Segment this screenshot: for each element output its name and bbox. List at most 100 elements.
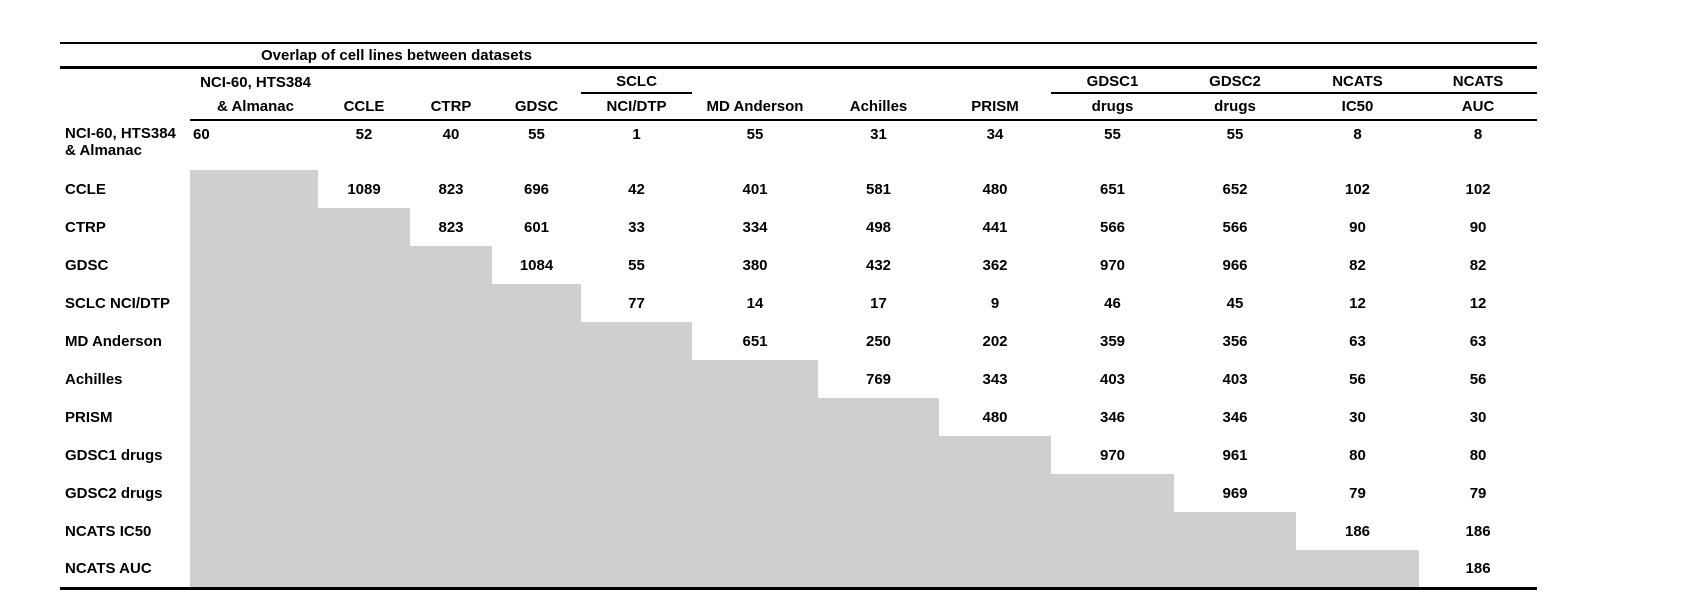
overlap-value-cell: 601: [523, 218, 550, 236]
column-header: GDSC: [492, 93, 581, 121]
column-header: CCLE: [318, 93, 410, 121]
triangle-fill-cell: [190, 170, 318, 208]
triangle-fill-cell: [692, 360, 818, 398]
overlap-value-cell: 42: [628, 180, 645, 198]
triangle-fill-cell: [318, 322, 410, 360]
column-header-row-top: NCI-60, HTS384 SCLC GDSC1 GDSC2 NCATS NCATS: [60, 67, 1538, 94]
overlap-value-cell: 56: [1349, 370, 1366, 388]
overlap-value-cell: 823: [438, 180, 464, 198]
overlap-value-cell: 80: [1349, 446, 1366, 464]
overlap-value-cell: 90: [1349, 218, 1366, 236]
table-title-row: Overlap of cell lines between datasets: [60, 42, 1538, 69]
table-row: Achilles 769 343 403 403 56 56: [60, 360, 1537, 398]
overlap-value-cell: 17: [870, 294, 887, 312]
triangle-fill-cell: [692, 474, 818, 512]
overlap-value-cell: 970: [1099, 446, 1126, 464]
overlap-value-cell: 581: [865, 180, 892, 198]
triangle-fill-cell: [1051, 512, 1174, 550]
overlap-value-cell: 12: [1469, 294, 1487, 312]
column-header-top: [492, 68, 581, 94]
triangle-fill-cell: [318, 550, 410, 590]
overlap-value-cell: 55: [746, 126, 764, 143]
row-label: GDSC: [65, 256, 109, 274]
triangle-fill-cell: [1174, 512, 1296, 550]
triangle-fill-cell: [581, 322, 692, 360]
column-header-row-bottom: & Almanac CCLE CTRP GDSC NCI/DTP MD Anderson A…: [60, 93, 1538, 121]
header-spacer: [60, 68, 190, 94]
column-header-top: GDSC1: [1051, 67, 1174, 94]
triangle-fill-cell: [410, 246, 492, 284]
table-row: GDSC 1084 55 380 432 362 970 966 82 82: [60, 246, 1537, 284]
overlap-value-cell: 480: [982, 408, 1008, 426]
triangle-fill-cell: [492, 512, 581, 550]
triangle-fill-cell: [410, 550, 492, 590]
row-label: Achilles: [65, 370, 123, 388]
overlap-value-cell: 30: [1469, 408, 1487, 426]
overlap-value-cell: 31: [870, 126, 887, 143]
triangle-fill-cell: [190, 512, 318, 550]
triangle-fill-cell: [581, 360, 692, 398]
overlap-value-cell: 55: [1104, 126, 1121, 143]
triangle-fill-cell: [190, 550, 318, 590]
row-label: PRISM: [65, 408, 113, 426]
triangle-fill-cell: [190, 284, 318, 322]
overlap-value-cell: 82: [1469, 256, 1487, 274]
column-header: CTRP: [410, 93, 492, 121]
column-header-top: [692, 68, 818, 94]
overlap-value-cell: 90: [1469, 218, 1487, 236]
row-label: MD Anderson: [65, 332, 162, 350]
triangle-fill-cell: [1174, 550, 1296, 590]
overlap-value-cell: 45: [1226, 294, 1244, 312]
column-header-top: NCATS: [1296, 67, 1419, 94]
triangle-fill-cell: [190, 436, 318, 474]
overlap-value-cell: 432: [865, 256, 892, 274]
overlap-value-cell: 498: [865, 218, 892, 236]
overlap-value-cell: 56: [1469, 370, 1487, 388]
overlap-value-cell: 40: [442, 126, 460, 143]
overlap-value-cell: 380: [742, 256, 768, 274]
overlap-table-container: Overlap of cell lines between datasets N…: [60, 42, 1538, 590]
column-header: Achilles: [818, 93, 939, 121]
triangle-fill-cell: [410, 398, 492, 436]
triangle-fill-cell: [492, 398, 581, 436]
triangle-fill-cell: [318, 436, 410, 474]
triangle-fill-cell: [581, 550, 692, 590]
overlap-value-cell: 46: [1104, 294, 1121, 312]
overlap-value-cell: 403: [1222, 370, 1248, 388]
overlap-value-cell: 30: [1349, 408, 1366, 426]
triangle-fill-cell: [318, 398, 410, 436]
overlap-value-cell: 55: [1226, 126, 1244, 143]
overlap-value-cell: 1089: [347, 180, 381, 198]
column-header-top: [410, 68, 492, 94]
overlap-value-cell: 202: [982, 332, 1008, 350]
table-row: MD Anderson 651 250 202 359 356 63 63: [60, 322, 1537, 360]
triangle-fill-cell: [818, 474, 939, 512]
triangle-fill-cell: [692, 436, 818, 474]
triangle-fill-cell: [190, 208, 318, 246]
triangle-fill-cell: [692, 398, 818, 436]
column-header-top: NCI-60, HTS384: [200, 74, 311, 91]
column-header: & Almanac: [190, 93, 318, 121]
overlap-value-cell: 441: [982, 218, 1008, 236]
overlap-value-cell: 566: [1222, 218, 1248, 236]
triangle-fill-cell: [581, 512, 692, 550]
triangle-fill-cell: [581, 436, 692, 474]
overlap-value-cell: 696: [523, 180, 550, 198]
column-header-top: SCLC: [581, 67, 692, 94]
column-header-top: [818, 68, 939, 94]
row-label: CTRP: [65, 218, 106, 236]
triangle-fill-cell: [581, 398, 692, 436]
table-row: GDSC1 drugs 970 961 80 80: [60, 436, 1537, 474]
row-label: NCATS IC50: [65, 522, 152, 540]
overlap-value-cell: 102: [1344, 180, 1371, 198]
overlap-value-cell: 77: [628, 294, 645, 312]
triangle-fill-cell: [818, 550, 939, 590]
table-row: PRISM 480 346 346 30 30: [60, 398, 1537, 436]
table-title: Overlap of cell lines between datasets: [60, 42, 1538, 69]
triangle-fill-cell: [939, 436, 1051, 474]
triangle-fill-cell: [492, 436, 581, 474]
triangle-fill-cell: [1051, 474, 1174, 512]
overlap-value-cell: 80: [1469, 446, 1487, 464]
row-label: NCATS AUC: [60, 550, 190, 590]
triangle-fill-cell: [410, 284, 492, 322]
